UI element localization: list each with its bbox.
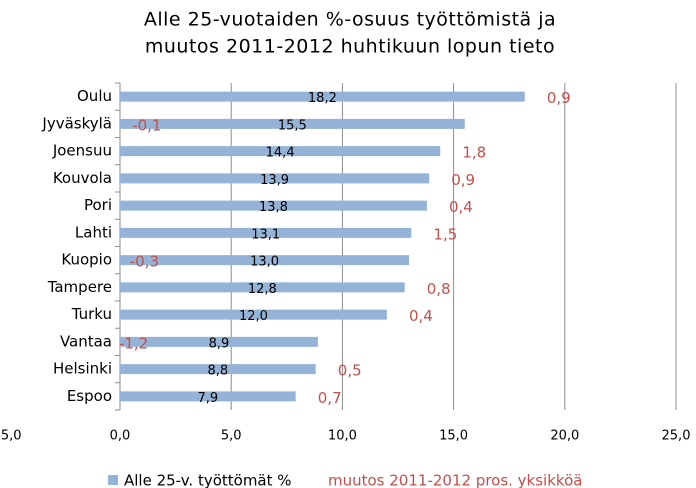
category-label: Helsinki [53,360,112,378]
category-label: Pori [84,196,112,214]
change-label: 0,7 [318,389,342,407]
legend-marker [108,475,118,485]
category-label: Tampere [47,278,112,296]
legend-label: muutos 2011-2012 pros. yksikköä [328,472,582,488]
chart-title: Alle 25-vuotaiden %-osuus työttömistä ja [144,9,556,31]
change-label: 0,9 [451,171,475,189]
bar [120,336,318,347]
change-label: 1,8 [462,144,486,162]
x-tick-label: 5,0 [221,429,242,444]
x-tick-label: 25,0 [662,429,691,444]
category-label: Lahti [75,223,112,241]
x-tick-label: 0,0 [110,429,131,444]
bar [120,391,296,402]
change-label: 0,4 [449,198,473,216]
bar [120,255,410,266]
x-tick-label: 15,0 [439,429,468,444]
data-label: 12,0 [239,309,268,324]
category-label: Turku [71,305,112,323]
change-label: 0,9 [547,89,571,107]
change-label: 0,5 [338,362,362,380]
bar [120,227,412,238]
data-label: 15,5 [278,118,307,133]
data-label: 7,9 [198,391,219,406]
data-label: 12,8 [248,282,277,297]
chart-title: muutos 2011-2012 huhtikuun lopun tieto [145,36,555,58]
data-label: 8,8 [208,364,229,379]
bar [120,282,405,293]
change-label: -1,2 [119,334,148,352]
bar [120,200,427,211]
category-label: Kouvola [53,169,112,187]
bar [120,309,387,320]
data-label: 13,1 [251,227,280,242]
change-label: 0,8 [427,280,451,298]
x-tick-label: -5,0 [0,429,21,444]
data-label: 8,9 [209,336,230,351]
change-label: -0,1 [132,116,161,134]
data-label: 13,9 [260,173,289,188]
legend-label: Alle 25-v. työttömät % [124,472,292,488]
bar [120,364,316,375]
change-mark [113,255,120,265]
x-tick-label: 20,0 [550,429,579,444]
data-label: 13,8 [259,200,288,215]
change-label: 0,4 [409,307,433,325]
x-tick-label: 10,0 [328,429,357,444]
bar [120,146,441,157]
bar [120,91,525,102]
change-label: -0,3 [130,253,159,271]
category-label: Espoo [67,387,112,405]
category-label: Kuopio [61,251,112,269]
change-label: 1,5 [433,225,457,243]
bar [120,173,430,184]
category-label: Joensuu [52,142,112,160]
data-label: 14,4 [266,146,295,161]
data-label: 13,0 [250,255,279,270]
category-label: Oulu [77,87,112,105]
category-label: Vantaa [60,332,112,350]
category-label: Jyväskylä [41,114,112,132]
data-label: 18,2 [308,91,337,106]
bar [120,118,465,129]
